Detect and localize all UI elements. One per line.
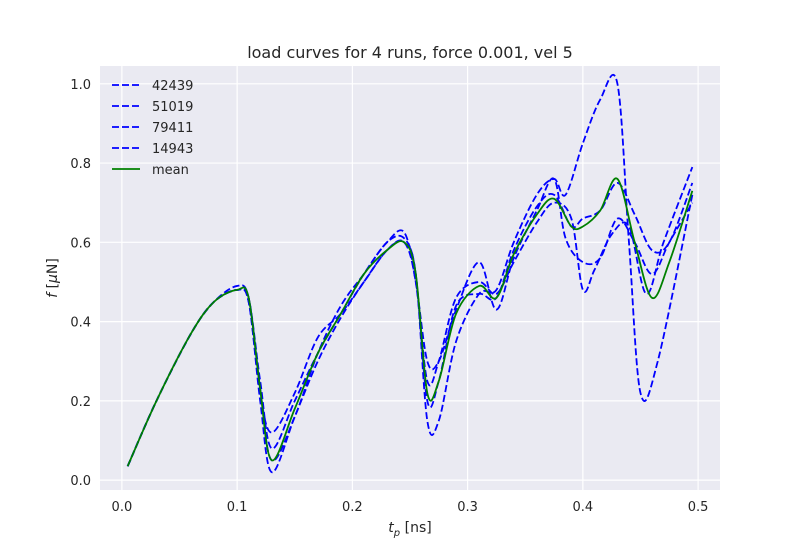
series-line-mean [126,177,694,467]
legend-label: mean [152,163,189,178]
legend: 42439 51019 79411 14943 mean [112,79,193,178]
x-tick-label: 0.2 [342,500,363,515]
y-tick-label: 0.2 [70,395,91,410]
x-tick-labels: 0.0 0.1 0.2 0.3 0.4 0.5 [112,500,709,515]
legend-label: 79411 [152,121,193,136]
x-axis-label: tp [ns] [388,520,431,539]
x-tick-label: 0.0 [112,500,133,515]
plot-background [100,66,720,490]
grid [100,66,720,490]
y-tick-label: 0.6 [70,236,91,251]
legend-label: 42439 [152,79,193,94]
x-tick-label: 0.5 [688,500,709,515]
y-tick-label: 1.0 [70,78,91,93]
chart-title: load curves for 4 runs, force 0.001, vel… [247,43,573,62]
legend-label: 51019 [152,100,193,115]
x-tick-label: 0.3 [457,500,478,515]
y-tick-label: 0.0 [70,474,91,489]
legend-label: 14943 [152,142,193,157]
y-tick-labels: 0.0 0.2 0.4 0.6 0.8 1.0 [70,78,91,489]
y-axis-label: f [μN] [45,258,61,298]
y-tick-label: 0.4 [70,316,91,331]
x-tick-label: 0.4 [573,500,594,515]
x-tick-label: 0.1 [227,500,248,515]
series-layer [126,74,694,474]
y-tick-label: 0.8 [70,157,91,172]
